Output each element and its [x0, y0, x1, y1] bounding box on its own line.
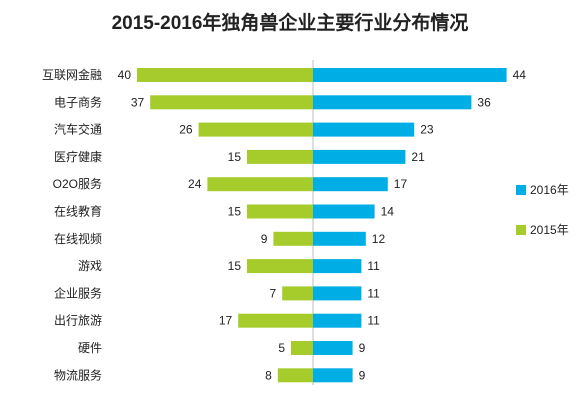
value-label-2016: 11	[367, 314, 380, 328]
category-label: O2O服务	[53, 176, 102, 191]
value-label-2015: 15	[228, 205, 242, 219]
category-label: 物流服务	[54, 367, 102, 382]
value-label-2016: 17	[394, 177, 408, 191]
value-label-2016: 21	[411, 150, 425, 164]
chart-title: 2015-2016年独角兽企业主要行业分布情况	[111, 13, 469, 34]
value-label-2015: 9	[261, 232, 268, 246]
bar-2016	[313, 313, 362, 328]
bar-2016	[313, 341, 353, 355]
bar-2016	[313, 122, 415, 137]
legend-swatch	[516, 185, 526, 195]
value-label-2016: 14	[381, 205, 395, 219]
bar-2016	[313, 259, 362, 274]
bar-2015	[277, 368, 313, 383]
bar-2016	[313, 68, 507, 82]
value-label-2015: 17	[219, 314, 233, 328]
category-label: 企业服务	[54, 285, 102, 300]
bar-2015	[247, 259, 313, 274]
bar-2016	[313, 286, 362, 301]
value-label-2015: 26	[179, 123, 193, 137]
category-label: 游戏	[78, 259, 102, 273]
bar-2015	[247, 204, 313, 219]
category-label: 电子商务	[54, 94, 102, 109]
value-label-2016: 36	[477, 95, 491, 109]
value-label-2015: 37	[131, 95, 145, 109]
value-label-2015: 15	[228, 150, 242, 164]
bar-2015	[291, 341, 313, 355]
bar-2016	[313, 149, 406, 164]
value-label-2015: 7	[270, 286, 277, 300]
bar-2015	[238, 313, 313, 328]
value-label-2016: 11	[367, 259, 380, 273]
category-label: 医疗健康	[54, 149, 102, 164]
bar-2015	[207, 177, 313, 192]
legend-label: 2016年	[530, 183, 569, 197]
value-label-2015: 8	[265, 368, 272, 382]
value-label-2016: 9	[359, 368, 366, 382]
category-label: 互联网金融	[42, 67, 102, 82]
value-label-2016: 9	[359, 341, 366, 355]
bar-2015	[247, 149, 313, 164]
bar-2015	[150, 95, 313, 110]
value-label-2015: 15	[228, 259, 242, 273]
value-label-2016: 44	[513, 68, 527, 82]
bar-2015	[282, 286, 313, 301]
value-label-2016: 12	[372, 232, 386, 246]
bar-2015	[137, 68, 313, 82]
value-label-2015: 5	[278, 341, 285, 355]
bar-2016	[313, 204, 375, 219]
bar-2016	[313, 177, 388, 192]
category-label: 汽车交通	[54, 122, 102, 137]
value-label-2016: 23	[420, 123, 434, 137]
bar-2015	[273, 231, 313, 246]
bar-2016	[313, 231, 366, 246]
legend-label: 2015年	[530, 223, 569, 237]
bar-2015	[198, 122, 313, 137]
value-label-2015: 40	[118, 68, 132, 82]
category-label: 在线视频	[54, 231, 102, 246]
category-label: 在线教育	[54, 204, 102, 219]
category-label: 出行旅游	[54, 314, 102, 328]
value-label-2016: 11	[367, 286, 380, 300]
category-label: 硬件	[78, 341, 102, 355]
bar-2016	[313, 368, 353, 383]
bar-2016	[313, 95, 472, 110]
legend-swatch	[516, 225, 526, 235]
value-label-2015: 24	[188, 177, 202, 191]
